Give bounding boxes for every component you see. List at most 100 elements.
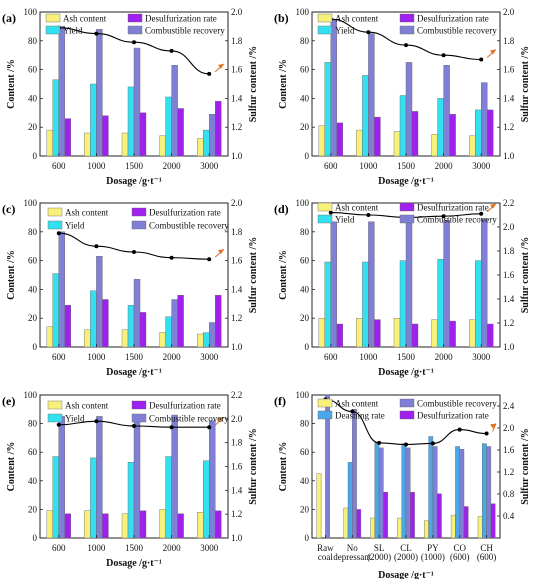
y-tick-label: 80: [28, 419, 38, 429]
y2-tick-label: 1.2: [503, 467, 514, 477]
y-axis-label: Content /%: [278, 59, 289, 109]
x-tick-label: 2000: [435, 161, 454, 171]
y-tick-label: 60: [28, 256, 38, 266]
legend-label: Ash content: [65, 208, 109, 218]
x-tick-line: No: [347, 543, 358, 553]
bar: [102, 115, 109, 157]
y2-tick-label: 2.2: [231, 390, 242, 400]
bar: [52, 273, 59, 348]
axis-arrow-head: [218, 249, 224, 255]
y-tick-label: 20: [28, 122, 38, 132]
bar: [208, 322, 216, 348]
sulfur-point: [366, 213, 371, 217]
sulfur-point: [169, 255, 174, 260]
y2-tick-label: 1.6: [503, 65, 515, 75]
y2-tick-label: 1.2: [503, 318, 514, 328]
bar: [370, 517, 376, 539]
y-tick-label: 20: [300, 122, 310, 132]
y2-tick-label: 2.2: [503, 198, 514, 208]
y2-tick-label: 1.0: [231, 533, 243, 543]
bar: [177, 513, 184, 539]
legend-label: Deashing rate: [335, 411, 385, 421]
legend-swatch: [127, 13, 143, 23]
y-tick-label: 100: [296, 198, 310, 208]
legend-label: Ash content: [335, 203, 379, 213]
x-tick-line: (2000): [367, 552, 391, 562]
legend-swatch: [47, 400, 63, 410]
bar: [52, 456, 59, 539]
legend-swatch: [131, 207, 147, 217]
y-tick-label: 20: [300, 313, 310, 323]
legend-label: Yield: [335, 215, 355, 225]
panel-label: (c): [2, 202, 15, 216]
x-tick-line: CL: [400, 543, 412, 553]
panel-label: (f): [274, 394, 286, 408]
bar: [368, 33, 375, 157]
y-tick-label: 0: [33, 151, 38, 161]
bar: [159, 332, 166, 348]
y-tick-label: 40: [300, 93, 310, 103]
y-tick-label: 60: [300, 447, 310, 457]
bar: [424, 520, 429, 539]
bar: [356, 318, 363, 348]
legend-swatch: [399, 214, 415, 224]
chart-panel-0: 0 20 40 60 80 100 1.0 1.2 1.4 1.6 1.8 2.0 600 1000 150…: [2, 7, 259, 187]
bar: [475, 260, 482, 348]
bar: [84, 132, 91, 157]
bar: [214, 101, 222, 157]
legend-swatch: [399, 202, 415, 212]
bar: [139, 112, 147, 157]
bar: [139, 312, 147, 348]
bar: [90, 290, 97, 348]
y-tick-label: 60: [28, 447, 38, 457]
bar: [405, 62, 413, 157]
bar: [84, 329, 91, 348]
x-tick-line: Raw: [317, 543, 334, 553]
y-tick-label: 20: [300, 504, 310, 514]
x-axis-label: Dosage /g·t⁻¹: [378, 570, 434, 579]
chart-panel-2: 0 20 40 60 80 100 1.0 1.2 1.4 1.6 1.8 2.0 600 1000 150…: [2, 198, 259, 378]
bar: [202, 332, 210, 348]
bar: [352, 409, 357, 539]
y-tick-label: 80: [300, 36, 310, 46]
x-tick-label: 1500: [125, 161, 144, 171]
y-tick-label: 0: [305, 533, 310, 543]
bar: [374, 116, 381, 157]
bar: [374, 442, 380, 539]
bar: [405, 221, 413, 348]
bar: [214, 510, 222, 539]
bar: [411, 111, 419, 157]
bar: [127, 305, 135, 348]
x-tick-label: 1500: [397, 161, 416, 171]
bar: [330, 19, 337, 157]
bar: [449, 113, 456, 157]
x-tick-label: No depressant: [333, 543, 371, 562]
legend-swatch: [127, 25, 143, 35]
y-axis-label: Content /%: [6, 59, 17, 109]
bar: [159, 509, 166, 539]
legend-swatch: [45, 13, 61, 23]
bar: [171, 414, 178, 539]
bar: [356, 509, 362, 539]
y2-tick-label: 0.8: [503, 489, 515, 499]
y-tick-label: 80: [28, 36, 38, 46]
legend-label: Yield: [65, 414, 85, 424]
y-tick-label: 100: [296, 7, 310, 17]
sulfur-point: [207, 425, 212, 430]
bar: [397, 517, 402, 539]
sulfur-point: [404, 43, 408, 48]
bar: [336, 122, 343, 157]
x-tick-label: 1000: [359, 352, 378, 362]
y-tick-label: 0: [33, 533, 38, 543]
y2-tick-label: 1.6: [503, 445, 515, 455]
legend-label: Desulfurization rate: [149, 208, 221, 218]
legend-swatch: [131, 413, 147, 423]
legend-label: Combustible recovery: [149, 414, 229, 424]
bar: [411, 323, 419, 348]
chart-panel-1: 0 20 40 60 80 100 1.0 1.2 1.4 1.6 1.8 2.0 600 1000 150…: [274, 7, 531, 187]
legend-label: Combustible recovery: [149, 221, 229, 231]
bar: [133, 420, 141, 539]
x-tick-line: (1000): [421, 552, 445, 562]
axis-arrow-head: [490, 49, 496, 55]
x-tick-label: 1000: [87, 161, 106, 171]
